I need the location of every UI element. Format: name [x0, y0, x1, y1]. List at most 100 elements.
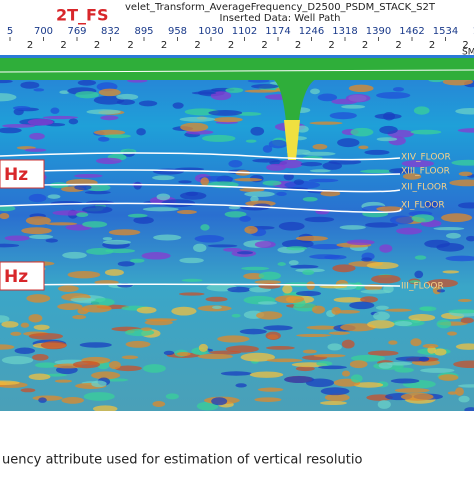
texture-blob [0, 127, 22, 134]
texture-blob [179, 116, 216, 122]
trace-label: 700 [34, 26, 53, 37]
sub-label: 2 [161, 40, 167, 51]
texture-blob [304, 216, 335, 223]
texture-blob [449, 179, 474, 187]
texture-blob [45, 222, 78, 226]
texture-blob [141, 252, 171, 260]
texture-blob [426, 279, 458, 288]
texture-blob [178, 292, 205, 296]
texture-blob [420, 368, 455, 373]
texture-blob [436, 289, 446, 293]
texture-blob [306, 325, 339, 330]
texture-blob [361, 257, 373, 262]
texture-blob [385, 308, 412, 312]
texture-blob [432, 285, 442, 295]
texture-blob [227, 286, 251, 293]
texture-blob [133, 216, 154, 224]
trace-label: 1318 [332, 26, 357, 37]
texture-blob [410, 338, 422, 347]
texture-blob [320, 190, 341, 197]
texture-blob [317, 93, 338, 102]
texture-blob [288, 260, 299, 266]
texture-blob [345, 94, 371, 103]
texture-blob [200, 224, 210, 231]
texture-blob [1, 356, 34, 365]
texture-blob [197, 353, 233, 360]
texture-blob [436, 243, 465, 252]
texture-blob [268, 139, 288, 149]
texture-blob [67, 271, 101, 279]
texture-blob [342, 370, 351, 377]
texture-blob [220, 371, 252, 376]
texture-blob [386, 361, 413, 366]
texture-blob [283, 376, 315, 384]
texture-blob [302, 349, 317, 354]
texture-blob [83, 392, 115, 401]
texture-blob [153, 234, 182, 241]
texture-blob [360, 169, 395, 174]
texture-blob [466, 235, 474, 242]
texture-blob [127, 213, 148, 218]
texture-blob [339, 225, 366, 230]
texture-blob [453, 360, 474, 369]
texture-blob [309, 121, 343, 125]
texture-blob [401, 160, 435, 168]
caption: uency attribute used for estimation of v… [2, 453, 362, 468]
texture-blob [79, 342, 112, 348]
sub-label: 2 [395, 40, 401, 51]
texture-blob [284, 180, 321, 189]
texture-blob [156, 193, 171, 201]
texture-blob [180, 122, 209, 132]
texture-blob [191, 91, 217, 95]
texture-blob [254, 280, 282, 285]
texture-blob [0, 212, 10, 220]
texture-blob [257, 301, 278, 305]
texture-blob [328, 331, 351, 335]
texture-blob [210, 91, 232, 101]
sub-label: 2 [362, 40, 368, 51]
texture-blob [14, 347, 35, 354]
texture-blob [311, 305, 326, 314]
texture-blob [57, 303, 83, 311]
texture-blob [331, 307, 341, 315]
texture-blob [390, 378, 420, 384]
texture-blob [422, 343, 439, 349]
trace-label: 1246 [299, 26, 324, 37]
texture-blob [349, 301, 375, 310]
texture-blob [50, 107, 60, 114]
texture-blob [367, 350, 399, 356]
texture-blob [408, 314, 436, 322]
texture-blob [445, 255, 474, 262]
texture-blob [200, 177, 209, 186]
texture-blob [208, 109, 243, 116]
texture-blob [172, 102, 184, 109]
texture-blob [109, 361, 121, 370]
well-anomaly-core [284, 120, 300, 160]
texture-blob [274, 295, 305, 304]
texture-blob [433, 227, 465, 231]
texture-blob [419, 306, 437, 312]
texture-blob [447, 331, 458, 336]
texture-blob [114, 365, 142, 372]
texture-blob [29, 132, 45, 140]
texture-blob [371, 274, 401, 284]
sub-label: 2 [60, 40, 66, 51]
texture-blob [234, 177, 263, 182]
texture-blob [176, 351, 191, 357]
texture-blob [350, 354, 386, 362]
horizon-label: III_FLOOR [401, 282, 444, 292]
texture-blob [337, 138, 360, 148]
texture-blob [102, 239, 131, 245]
texture-blob [389, 215, 414, 225]
texture-blob [446, 232, 461, 239]
trace-axis: 5 700 769 832 895 958 1030 1102 1174 1246 1318 1390… [7, 26, 474, 51]
texture-blob [324, 393, 350, 402]
texture-blob [136, 306, 157, 314]
texture-blob [82, 205, 113, 214]
texture-blob [224, 211, 247, 218]
texture-blob [341, 104, 366, 109]
texture-blob [181, 278, 203, 282]
texture-blob [257, 387, 284, 392]
texture-blob [207, 244, 238, 248]
texture-blob [136, 128, 146, 136]
